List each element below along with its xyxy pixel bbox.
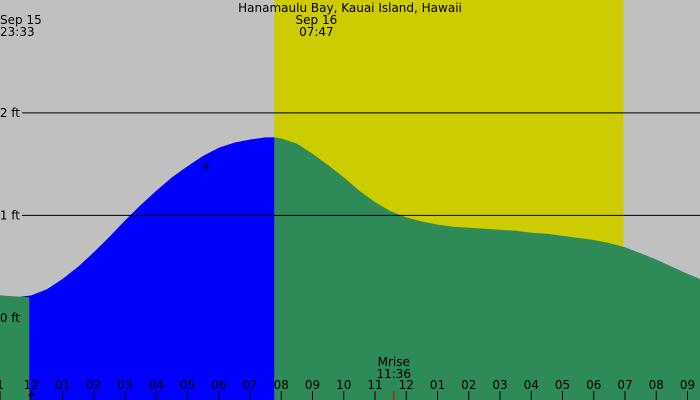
x-tick-label: 04	[524, 378, 539, 392]
tide-area-falling	[274, 137, 700, 400]
tide-area-pre-midnight	[0, 295, 30, 400]
x-tick-label: 06	[586, 378, 601, 392]
high-tide-marker	[202, 162, 211, 171]
moonset-date-label: Sep 15	[0, 13, 42, 27]
x-tick-label: 02	[86, 378, 101, 392]
x-tick-label: 04	[149, 378, 164, 392]
x-tick-label: 02	[461, 378, 476, 392]
x-tick-label: 09	[305, 378, 320, 392]
x-tick-label: 01	[55, 378, 70, 392]
sunrise-date-label: Sep 16	[296, 13, 338, 27]
y-tick-label: 0 ft	[0, 311, 20, 325]
chart-title: Hanamaulu Bay, Kauai Island, Hawaii	[238, 1, 462, 15]
x-tick-label: 09	[680, 378, 695, 392]
x-tick-label: 12	[24, 378, 39, 392]
x-axis-labels: 1 12 01 02 03 04 05 06 07 08 09 10 11 12 01 02 03 04 05 06 0…	[0, 378, 695, 392]
x-tick-label: 10	[336, 378, 351, 392]
x-tick-label: 1	[0, 378, 4, 392]
x-tick-label: 11	[367, 378, 382, 392]
x-tick-label: 01	[430, 378, 445, 392]
x-tick-label: 07	[242, 378, 257, 392]
x-tick-label: 05	[555, 378, 570, 392]
y-tick-label: 2 ft	[0, 106, 20, 120]
sunrise-time-label: 07:47	[299, 25, 334, 39]
tide-area-rising	[0, 137, 275, 400]
moonset-time-label: 23:33	[0, 25, 35, 39]
x-tick-label: 12	[399, 378, 414, 392]
moonset-marker	[28, 391, 35, 396]
x-tick-label: 03	[492, 378, 507, 392]
x-tick-label: 08	[649, 378, 664, 392]
x-tick-label: 07	[617, 378, 632, 392]
y-tick-label: 1 ft	[0, 208, 20, 222]
x-tick-label: 06	[211, 378, 226, 392]
moonrise-time-label: 11:36	[376, 367, 411, 381]
x-tick-label: 05	[180, 378, 195, 392]
moonrise-label: Mrise	[378, 355, 410, 369]
y-gridlines	[22, 112, 700, 216]
x-tick-label: 03	[117, 378, 132, 392]
x-tick-label: 08	[274, 378, 289, 392]
y-axis-labels: 0 ft 1 ft 2 ft	[0, 106, 20, 325]
